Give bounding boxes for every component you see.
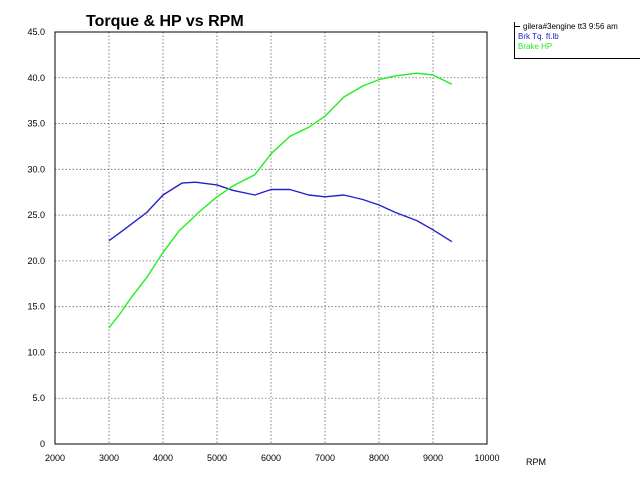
y-tick-label: 10.0 [27, 347, 45, 357]
hp-series-line [108, 72, 453, 329]
legend-title: gilera#3engine tt3 9:56 am [523, 22, 618, 31]
series-lines [108, 72, 453, 329]
x-tick-label: 7000 [315, 453, 335, 463]
legend-header-dash [515, 26, 520, 28]
x-axis-label: RPM [526, 457, 546, 467]
x-tick-label: 8000 [369, 453, 389, 463]
y-tick-label: 25.0 [27, 210, 45, 220]
y-tick-label: 15.0 [27, 302, 45, 312]
x-tick-label: 5000 [207, 453, 227, 463]
x-tick-label: 6000 [261, 453, 281, 463]
y-tick-label: 30.0 [27, 164, 45, 174]
legend-item-hp: Brake HP [518, 42, 553, 51]
chart-title: Torque & HP vs RPM [86, 13, 244, 30]
y-tick-label: 35.0 [27, 119, 45, 129]
x-tick-label: 3000 [99, 453, 119, 463]
y-tick-label: 20.0 [27, 256, 45, 266]
x-tick-label: 4000 [153, 453, 173, 463]
y-tick-label: 5.0 [32, 393, 45, 403]
x-tick-label: 2000 [45, 453, 65, 463]
legend: gilera#3engine tt3 9:56 am Brk Tq. ft.lb… [514, 22, 640, 59]
x-tick-label: 10000 [474, 453, 499, 463]
x-tick-label: 9000 [423, 453, 443, 463]
y-tick-label: 0 [40, 439, 45, 449]
y-tick-labels: 0 5.0 10.0 15.0 20.0 25.0 30.0 35.0 40.0 45.0 [27, 27, 45, 449]
plot-area-frame [54, 31, 488, 445]
legend-header: gilera#3engine tt3 9:56 am [515, 22, 640, 32]
legend-item-torque: Brk Tq. ft.lb [518, 32, 559, 41]
grid-lines [55, 32, 487, 444]
y-tick-label: 40.0 [27, 73, 45, 83]
y-tick-label: 45.0 [27, 27, 45, 37]
x-tick-labels: 2000 3000 4000 5000 6000 7000 8000 9000 10000 [45, 453, 500, 463]
torque-series-line [108, 181, 453, 243]
